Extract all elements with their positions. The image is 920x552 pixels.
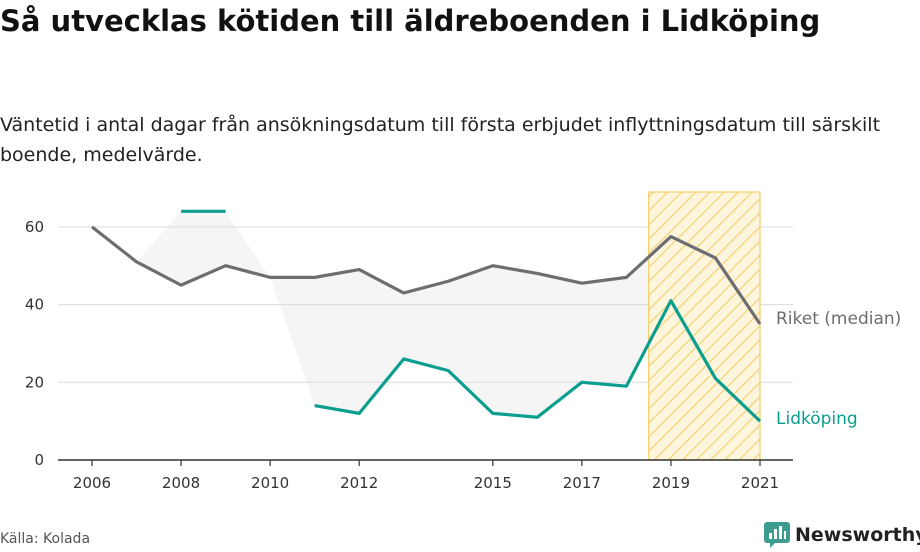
x-tick-label-2021: 2021	[741, 474, 779, 492]
x-tick-label-2017: 2017	[563, 474, 601, 492]
y-tick-label-0: 0	[34, 451, 44, 469]
source-note: Källa: Kolada	[0, 531, 91, 547]
newsworthy-logo: Newsworthy	[764, 520, 920, 550]
y-tick-label-20: 20	[25, 373, 44, 391]
brand-name: Newsworthy	[795, 524, 920, 546]
highlight-period	[648, 191, 761, 461]
series-label-riket: Riket (median)	[776, 309, 901, 329]
riket-median-line-0	[91, 225, 762, 325]
x-tick-label-2010: 2010	[251, 474, 289, 492]
range-band	[92, 211, 760, 422]
series-label-lidkoping: Lidköping	[776, 409, 858, 429]
bar-chart-logo-icon	[764, 522, 790, 548]
x-tick-label-2008: 2008	[162, 474, 200, 492]
chart-title: Så utvecklas kötiden till äldreboenden i…	[0, 4, 821, 38]
x-tick-label-2006: 2006	[73, 474, 111, 492]
x-tick-label-2019: 2019	[652, 474, 690, 492]
x-tick-label-2015: 2015	[474, 474, 512, 492]
y-tick-label-40: 40	[25, 296, 44, 314]
x-tick-label-2012: 2012	[340, 474, 378, 492]
chart-subtitle: Väntetid i antal dagar från ansökningsda…	[0, 114, 881, 166]
lidkoping-line-1	[314, 299, 762, 423]
y-tick-label-60: 60	[25, 218, 44, 236]
